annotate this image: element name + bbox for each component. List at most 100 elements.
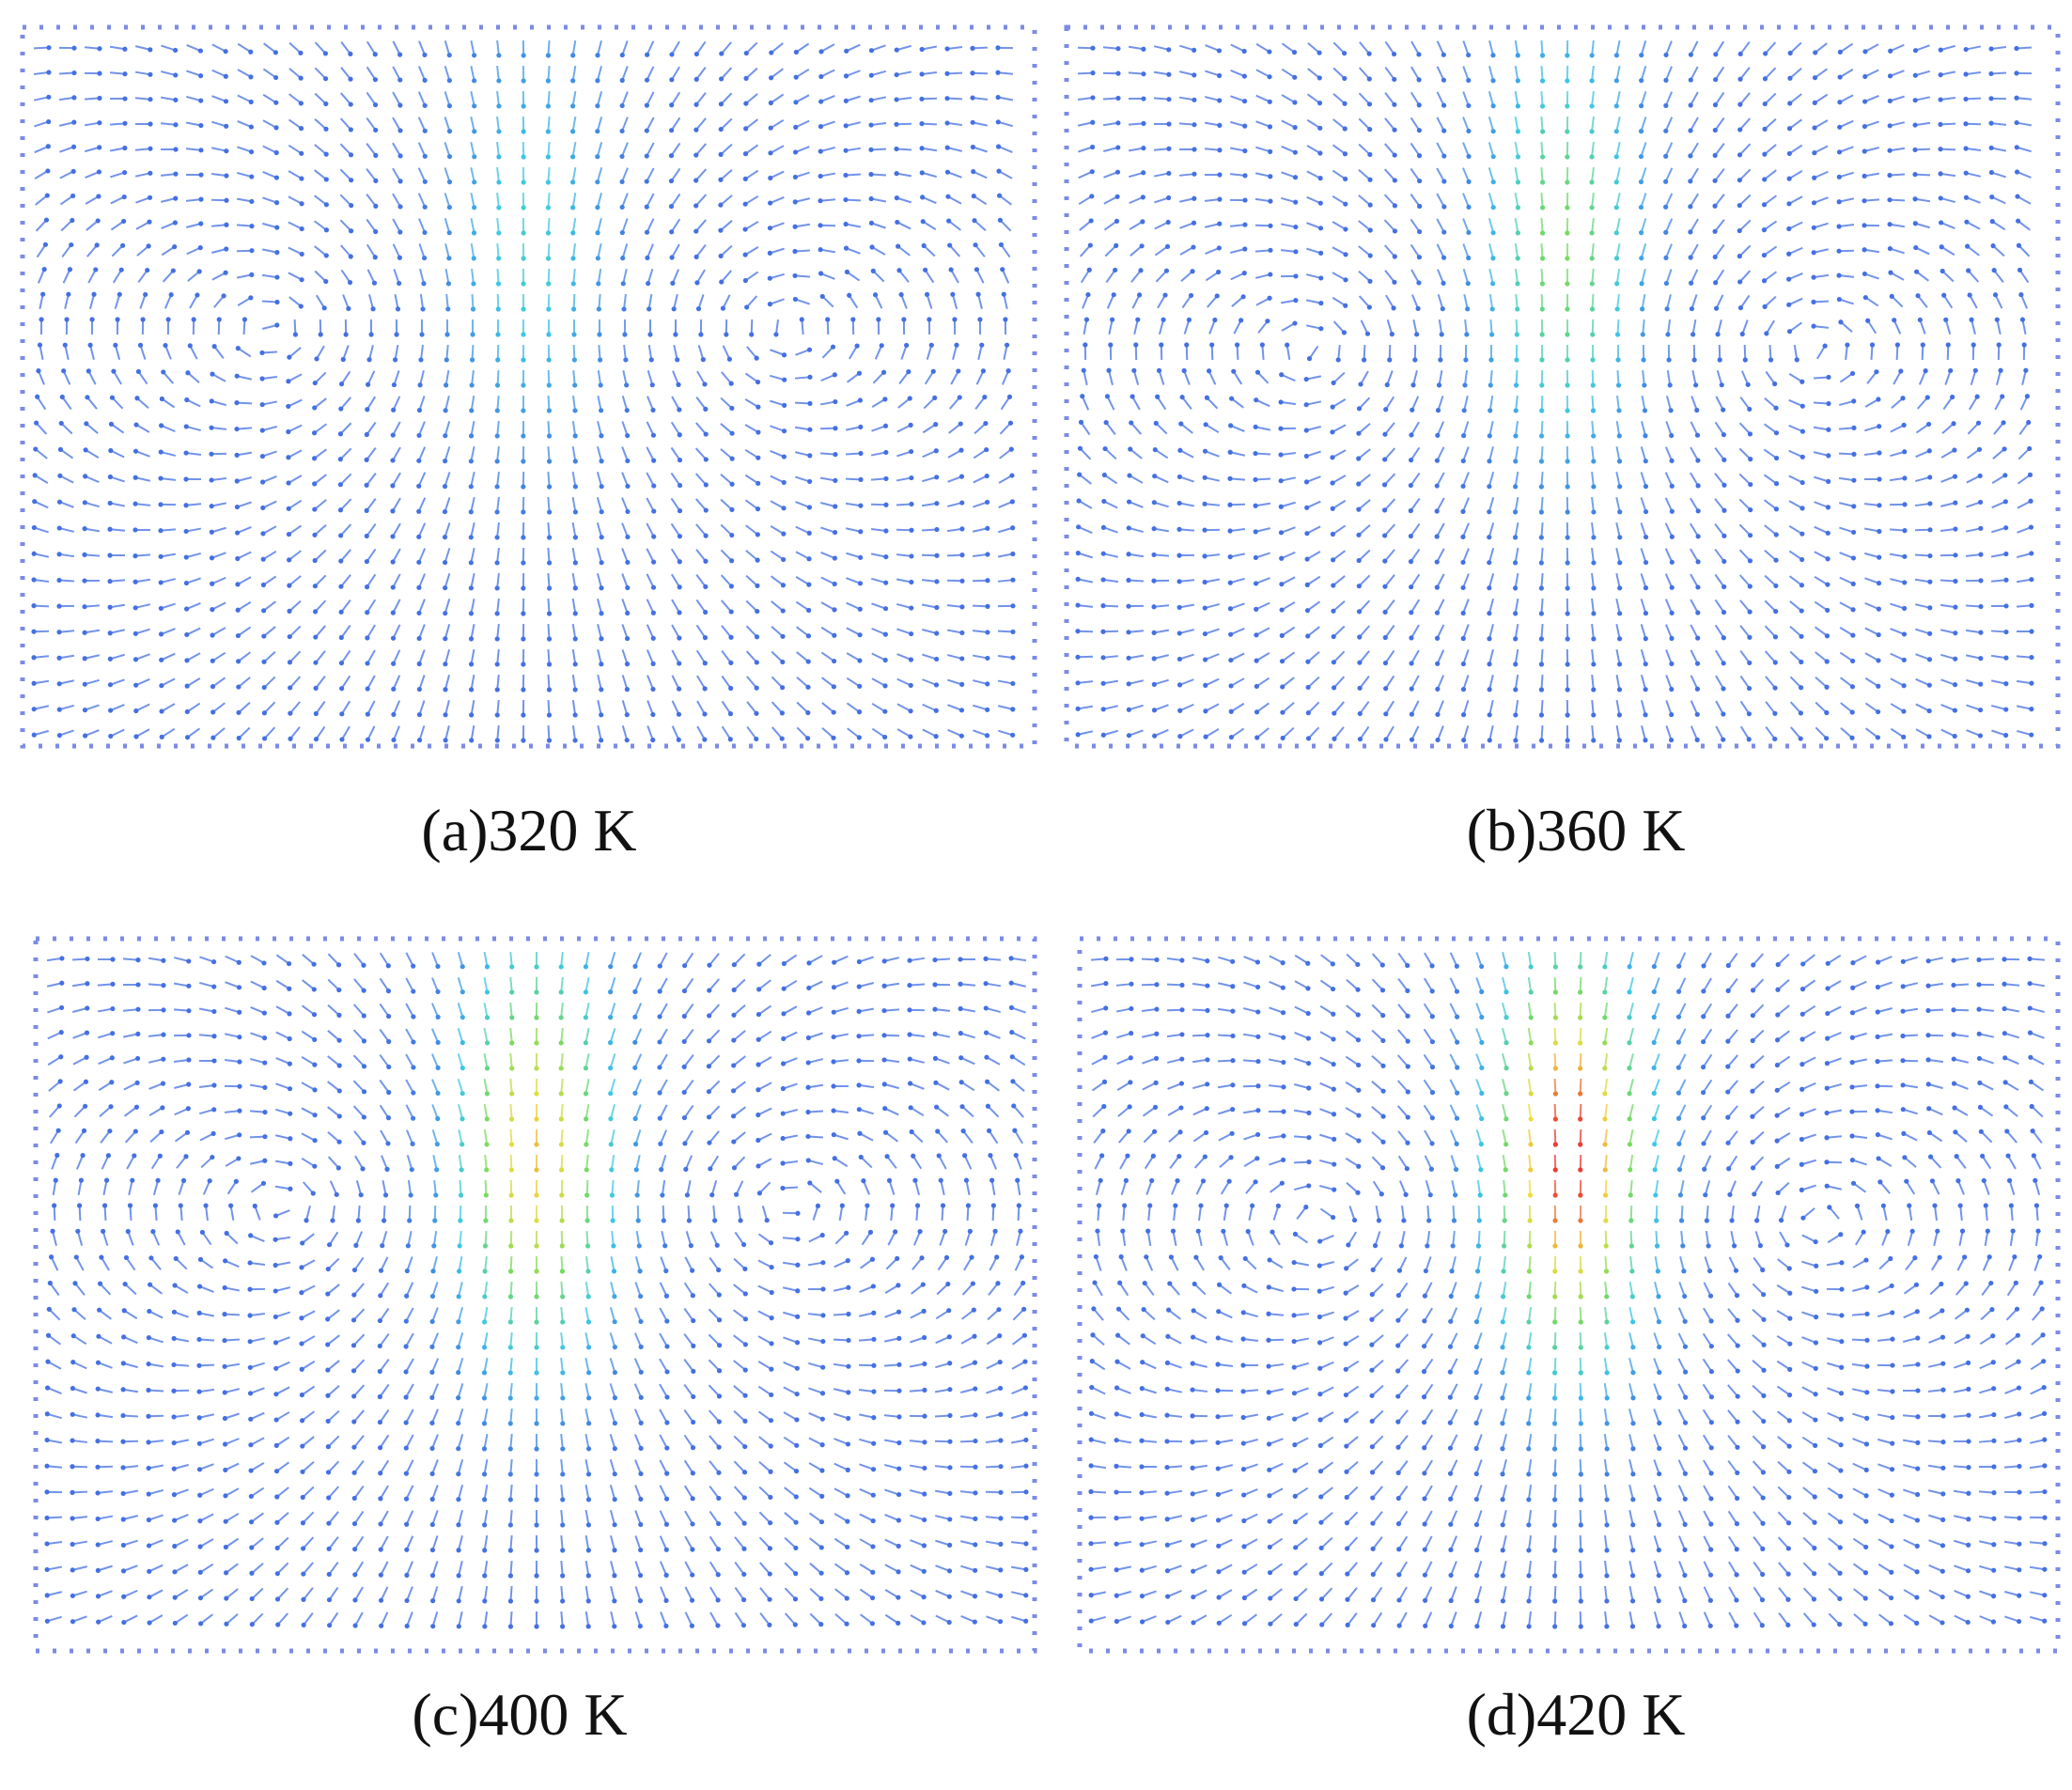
vector-head (1367, 151, 1373, 158)
flow-vector (647, 700, 654, 715)
vector-head (731, 987, 737, 993)
vector-head (1217, 122, 1223, 128)
vector-head (133, 682, 139, 688)
flow-vector (1280, 452, 1297, 456)
vector-head (521, 205, 526, 210)
flow-vector (997, 96, 1014, 101)
vector-head (718, 151, 724, 157)
vector-head (546, 408, 553, 413)
flow-vector (1077, 705, 1094, 710)
vector-head (442, 484, 448, 490)
flow-vector (598, 344, 601, 361)
flow-vector (1332, 221, 1347, 230)
flow-vector (134, 503, 151, 506)
vector-head (1513, 459, 1519, 464)
flow-vector (1714, 66, 1725, 81)
vector-head (1591, 687, 1597, 693)
vector-head (958, 1031, 963, 1036)
flow-vector (871, 398, 886, 408)
flow-vector (1690, 218, 1699, 233)
vector-head (496, 78, 502, 84)
flow-vector (1814, 475, 1829, 483)
vector-head (443, 408, 448, 413)
flow-vector (2017, 244, 2031, 257)
flow-vector (314, 41, 327, 54)
flow-vector (1813, 325, 1830, 329)
flow-vector (972, 579, 989, 583)
flow-vector (392, 396, 401, 411)
vector-head (42, 241, 49, 247)
flow-vector (262, 93, 277, 104)
flow-vector (1281, 651, 1296, 662)
vector-head (583, 1091, 589, 1097)
flow-vector (1358, 574, 1371, 587)
flow-vector (1077, 578, 1094, 584)
vector-head (336, 1088, 342, 1094)
vector-head (919, 170, 925, 176)
flow-vector (1967, 270, 1980, 283)
vector-head (570, 306, 577, 312)
flow-vector (418, 218, 426, 233)
vector-head (298, 101, 304, 106)
flow-vector (1914, 502, 1931, 507)
vector-head (742, 176, 748, 182)
vector-head (312, 1062, 318, 1067)
vector-head (984, 1079, 990, 1084)
flow-vector (1436, 548, 1445, 563)
vector-head (1490, 53, 1496, 58)
vector-head (558, 1015, 564, 1020)
vector-head (36, 368, 41, 374)
flow-vector (392, 497, 401, 512)
vector-head (1695, 584, 1701, 590)
vector-head (1409, 432, 1414, 438)
flow-vector (1940, 603, 1956, 609)
flow-vector (758, 954, 771, 965)
flow-vector (1665, 66, 1673, 81)
vector-head (832, 581, 837, 587)
vector-head (959, 681, 965, 687)
flow-vector (418, 396, 426, 411)
vector-head (876, 317, 881, 322)
vector-head (1963, 146, 1969, 151)
vector-head (484, 989, 491, 995)
vector-head (1539, 78, 1546, 84)
flow-vector (846, 677, 861, 688)
vector-head (769, 50, 774, 55)
flow-vector (444, 522, 451, 537)
vector-head (158, 605, 164, 612)
vector-head (195, 292, 200, 298)
vector-head (1761, 278, 1768, 284)
vector-head (416, 610, 422, 616)
flow-vector (571, 90, 577, 107)
vector-head (1115, 46, 1121, 52)
flow-vector (392, 218, 401, 233)
vector-head (224, 173, 229, 179)
vector-head (261, 659, 267, 664)
vector-head (260, 531, 266, 537)
vector-head (619, 153, 625, 160)
vector-head (1565, 712, 1570, 718)
vector-head (1669, 432, 1675, 439)
vector-head (1152, 474, 1158, 479)
flow-vector (444, 142, 451, 157)
flow-vector (1615, 39, 1621, 56)
vector-head (1515, 103, 1520, 109)
flow-vector (160, 528, 177, 532)
vector-head (1912, 48, 1919, 54)
flow-vector (1615, 242, 1621, 259)
flow-vector (896, 44, 911, 52)
vector-head (1639, 53, 1644, 58)
vector-head (422, 255, 428, 261)
vector-head (934, 526, 940, 533)
vector-head (1441, 52, 1446, 57)
flow-vector (237, 146, 252, 153)
vector-head (1461, 738, 1467, 743)
flow-vector (1966, 729, 1981, 737)
vector-head (1938, 121, 1943, 128)
vector-head (223, 99, 229, 104)
vector-head (135, 1031, 141, 1036)
flow-vector (1940, 96, 1956, 101)
vector-head (1166, 170, 1172, 177)
vector-head (1268, 148, 1273, 154)
vector-head (1876, 397, 1881, 402)
